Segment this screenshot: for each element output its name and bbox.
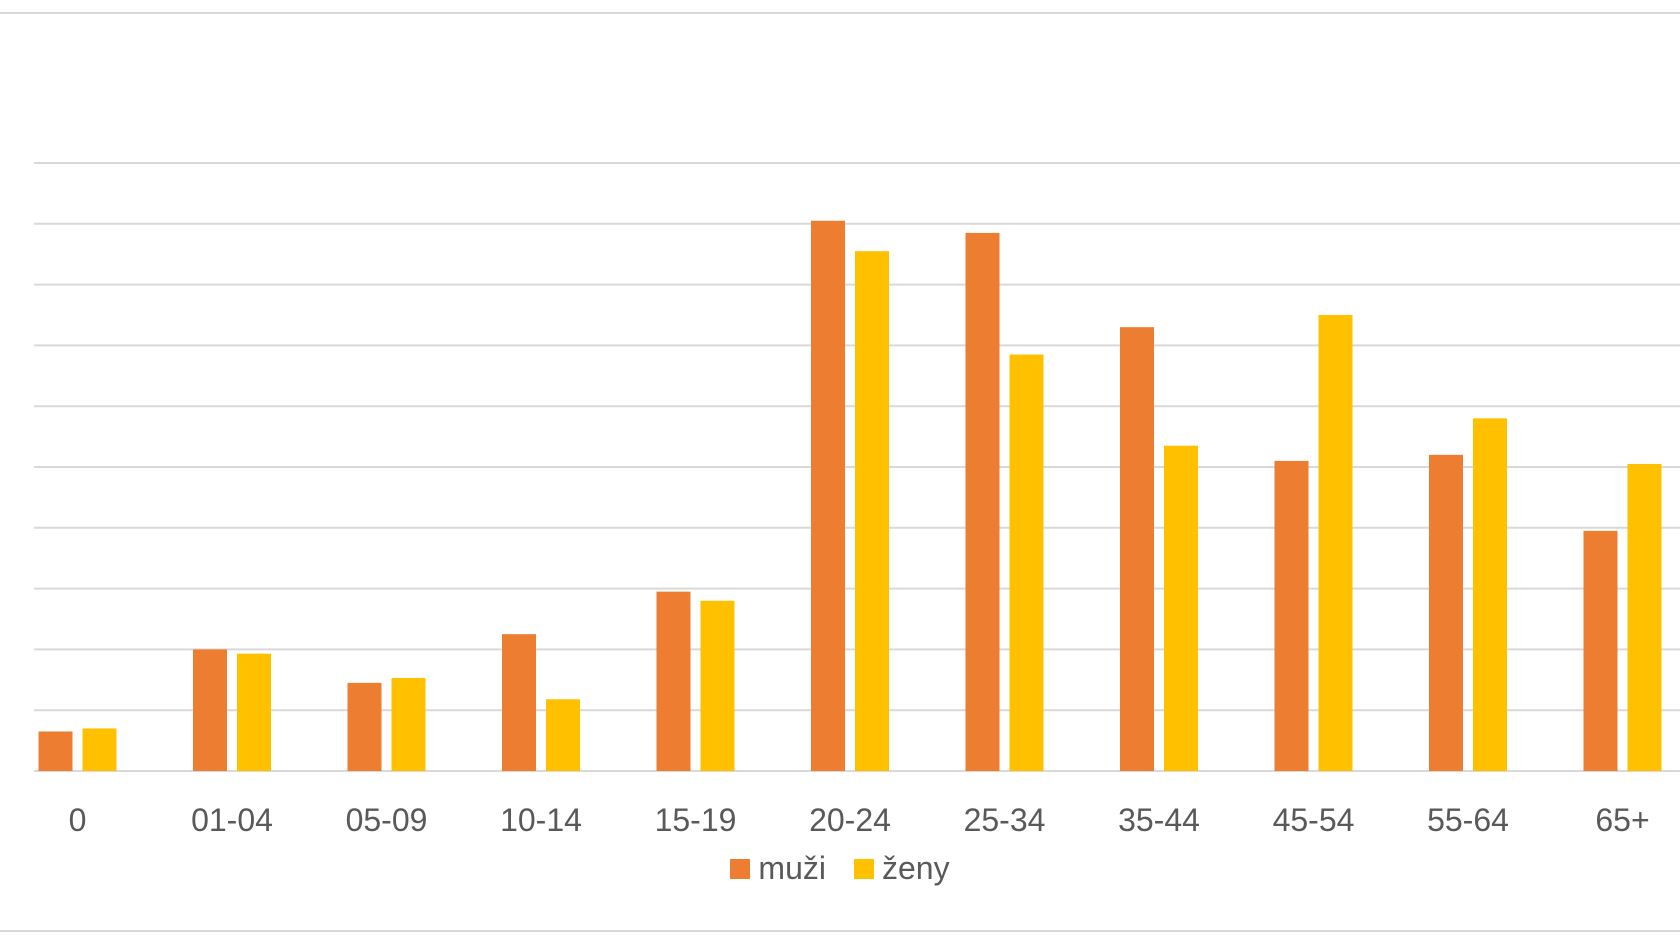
bar-muzi-15-19 bbox=[656, 591, 691, 771]
x-tick-label: 15-19 bbox=[655, 802, 737, 838]
legend-swatch-zeny bbox=[853, 858, 874, 879]
x-tick-label: 45-54 bbox=[1273, 802, 1355, 838]
bar-zeny-25-34 bbox=[1009, 354, 1044, 771]
bar-zeny-55-64 bbox=[1473, 418, 1507, 771]
x-tick-label: 65+ bbox=[1595, 802, 1649, 838]
bar-muzi-10-14 bbox=[502, 634, 536, 771]
bar-zeny-10-14 bbox=[546, 699, 580, 771]
legend-label-zeny: ženy bbox=[881, 850, 950, 886]
bar-muzi-45-54 bbox=[1274, 460, 1309, 771]
top-border bbox=[0, 12, 1680, 14]
x-tick-label: 10-14 bbox=[500, 802, 582, 838]
x-tick-label: 55-64 bbox=[1427, 802, 1509, 838]
bar-zeny-45-54 bbox=[1318, 315, 1353, 771]
legend-swatch-muzi bbox=[730, 858, 751, 879]
legend-entry-zeny: ženy bbox=[853, 850, 950, 887]
bar-zeny-15-19 bbox=[700, 600, 735, 771]
x-tick-label: 0 bbox=[69, 802, 87, 838]
bar-zeny-35-44 bbox=[1164, 445, 1198, 771]
bar-zeny-01-04 bbox=[237, 653, 271, 771]
bar-muzi-20-24 bbox=[811, 220, 845, 771]
bar-muzi-0 bbox=[38, 731, 73, 771]
x-tick-label: 05-09 bbox=[346, 802, 428, 838]
legend-label-muzi: muži bbox=[758, 850, 826, 886]
bar-muzi-05-09 bbox=[347, 682, 382, 771]
bar-muzi-01-04 bbox=[193, 649, 227, 771]
bar-muzi-65+ bbox=[1583, 530, 1618, 771]
bar-zeny-20-24 bbox=[855, 251, 889, 771]
bar-zeny-65+ bbox=[1627, 463, 1662, 771]
bar-zeny-05-09 bbox=[391, 677, 426, 771]
x-tick-label: 20-24 bbox=[809, 802, 891, 838]
bars bbox=[38, 220, 1662, 772]
bar-muzi-25-34 bbox=[965, 232, 1000, 772]
x-tick-label: 35-44 bbox=[1118, 802, 1200, 838]
legend: muži ženy bbox=[0, 850, 1680, 887]
bottom-border bbox=[0, 930, 1680, 932]
x-tick-label: 01-04 bbox=[191, 802, 273, 838]
bar-zeny-0 bbox=[82, 728, 117, 771]
legend-entry-muzi: muži bbox=[730, 850, 826, 887]
x-axis: 0 01-04 05-09 10-14 15-19 20-24 25-34 35-44 45-5… bbox=[69, 802, 1650, 838]
x-tick-label: 25-34 bbox=[964, 802, 1046, 838]
bar-muzi-35-44 bbox=[1120, 327, 1154, 771]
bar-muzi-55-64 bbox=[1429, 454, 1463, 771]
